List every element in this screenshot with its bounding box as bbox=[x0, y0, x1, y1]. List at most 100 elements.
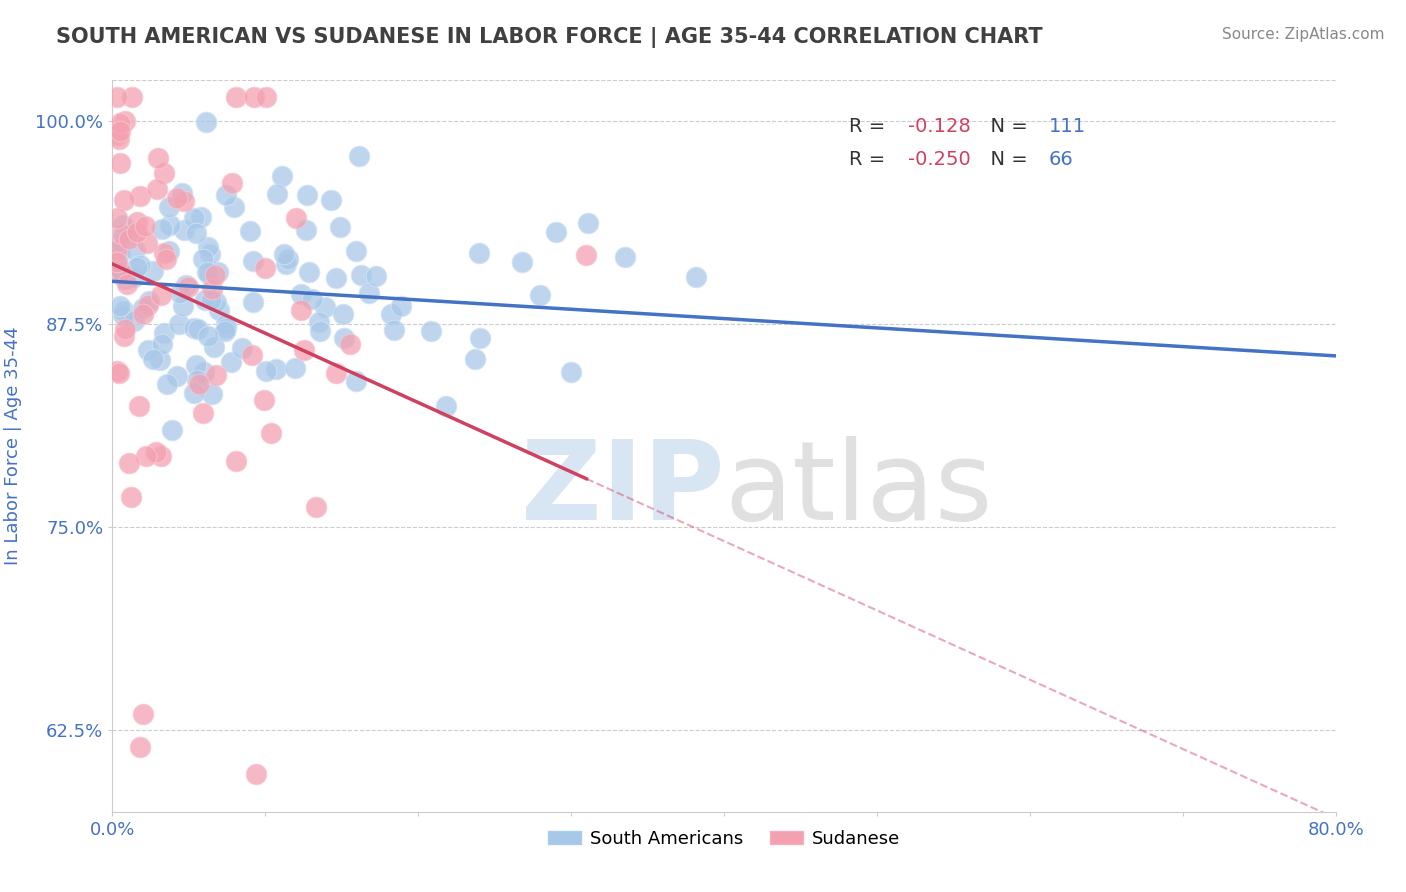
Point bbox=[114, 114, 136, 128]
Point bbox=[138, 293, 160, 308]
Point bbox=[305, 500, 328, 514]
Point bbox=[132, 707, 155, 722]
Point bbox=[162, 423, 184, 437]
Point bbox=[152, 245, 174, 260]
Point bbox=[195, 265, 218, 279]
Point bbox=[202, 340, 225, 354]
Point bbox=[242, 295, 264, 310]
Point bbox=[420, 325, 443, 339]
Point bbox=[200, 247, 222, 261]
Point bbox=[468, 245, 491, 260]
Text: R =: R = bbox=[849, 117, 891, 136]
Point bbox=[197, 240, 219, 254]
Point bbox=[225, 89, 247, 103]
Point bbox=[110, 268, 132, 282]
Point bbox=[204, 268, 226, 283]
Point bbox=[111, 227, 134, 242]
Point bbox=[529, 288, 551, 302]
Point bbox=[298, 265, 321, 279]
Point bbox=[191, 406, 214, 420]
Point bbox=[222, 200, 245, 214]
Point bbox=[128, 399, 150, 413]
Point bbox=[292, 343, 315, 357]
Point bbox=[124, 314, 146, 328]
Point bbox=[105, 243, 128, 257]
Point bbox=[319, 193, 342, 207]
Point bbox=[204, 294, 226, 309]
Point bbox=[208, 303, 231, 318]
Point bbox=[254, 364, 277, 378]
Point bbox=[200, 282, 222, 296]
Point bbox=[166, 191, 188, 205]
Point bbox=[276, 257, 298, 271]
Point bbox=[145, 444, 167, 458]
Point bbox=[173, 223, 195, 237]
Point bbox=[105, 128, 128, 142]
Text: ZIP: ZIP bbox=[520, 436, 724, 543]
Point bbox=[111, 308, 134, 322]
Point bbox=[231, 341, 253, 355]
Point bbox=[314, 300, 336, 314]
Point bbox=[284, 361, 307, 376]
Point bbox=[266, 187, 288, 202]
Point bbox=[135, 450, 157, 464]
Point bbox=[117, 226, 139, 240]
Text: R =: R = bbox=[849, 151, 891, 169]
Point bbox=[118, 456, 141, 470]
Point bbox=[108, 246, 131, 260]
Point bbox=[108, 235, 131, 249]
Point bbox=[685, 270, 707, 285]
Point bbox=[114, 321, 136, 335]
Point bbox=[290, 287, 312, 301]
Point bbox=[125, 215, 148, 229]
Point bbox=[188, 376, 211, 391]
Point bbox=[575, 247, 598, 261]
Point bbox=[156, 376, 179, 391]
Point bbox=[128, 739, 150, 754]
Point bbox=[183, 321, 205, 335]
Point bbox=[201, 387, 224, 401]
Point bbox=[110, 264, 132, 278]
Text: atlas: atlas bbox=[724, 436, 993, 543]
Point bbox=[121, 89, 143, 103]
Point bbox=[132, 307, 155, 321]
Point bbox=[576, 216, 599, 230]
Point bbox=[344, 374, 367, 388]
Point bbox=[108, 115, 131, 129]
Point bbox=[150, 337, 173, 351]
Point bbox=[174, 277, 197, 292]
Point bbox=[285, 211, 308, 226]
Point bbox=[150, 221, 173, 235]
Point bbox=[193, 365, 215, 379]
Point bbox=[112, 329, 135, 343]
Point bbox=[329, 220, 352, 235]
Point bbox=[122, 270, 145, 285]
Point bbox=[108, 262, 131, 277]
Point bbox=[308, 315, 330, 329]
Point bbox=[134, 219, 156, 233]
Point bbox=[294, 223, 316, 237]
Point bbox=[150, 449, 173, 463]
Point bbox=[254, 89, 277, 103]
Point bbox=[195, 115, 218, 129]
Point bbox=[108, 132, 131, 146]
Point bbox=[172, 300, 194, 314]
Point bbox=[167, 317, 190, 331]
Point bbox=[117, 277, 139, 291]
Point bbox=[129, 189, 152, 203]
Point bbox=[350, 268, 373, 282]
Point bbox=[129, 258, 152, 272]
Point bbox=[132, 301, 155, 316]
Point bbox=[108, 155, 131, 169]
Point bbox=[332, 307, 354, 321]
Text: N =: N = bbox=[977, 117, 1033, 136]
Point bbox=[120, 491, 142, 505]
Point bbox=[125, 260, 148, 275]
Point bbox=[112, 218, 135, 232]
Point bbox=[380, 307, 402, 321]
Point bbox=[112, 304, 135, 318]
Point bbox=[200, 293, 222, 307]
Point bbox=[173, 194, 195, 208]
Text: Source: ZipAtlas.com: Source: ZipAtlas.com bbox=[1222, 27, 1385, 42]
Point bbox=[184, 227, 207, 241]
